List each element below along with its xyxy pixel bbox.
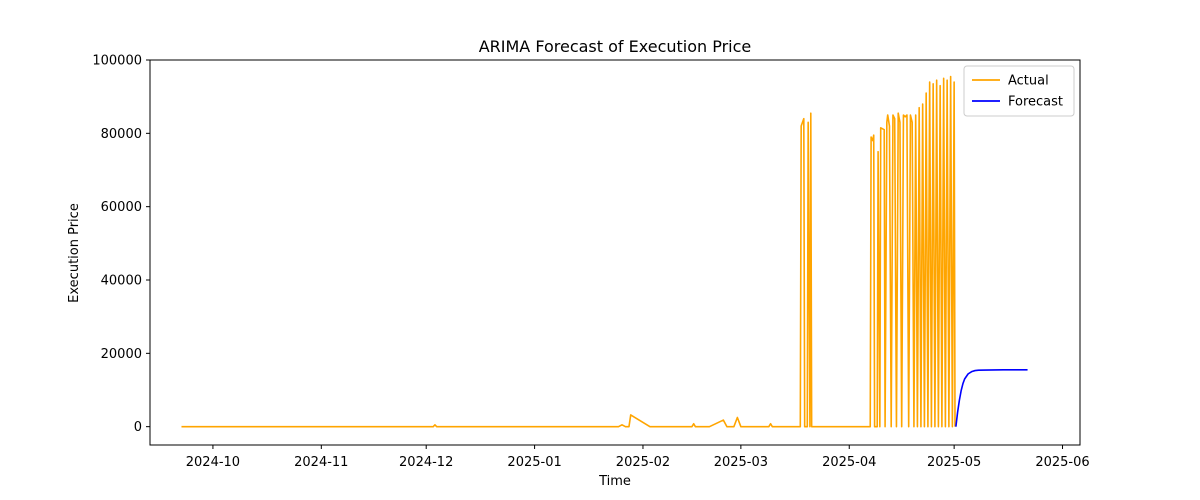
y-axis-label: Execution Price	[67, 203, 82, 303]
legend-box	[963, 65, 1075, 117]
x-tick-label: 2025-06	[1035, 455, 1089, 470]
legend: Actual Forecast	[963, 65, 1075, 117]
x-tick-label: 2025-02	[616, 455, 670, 470]
series-line-forecast	[955, 369, 1028, 427]
x-axis-label: Time	[598, 474, 631, 489]
legend-label-forecast: Forecast	[1008, 95, 1063, 110]
plot-frame	[149, 59, 1081, 446]
x-tick-label: 2024-10	[186, 455, 240, 470]
y-axis: 0 20000 40000 60000 80000 100000	[92, 54, 150, 435]
y-tick-label: 40000	[101, 274, 142, 289]
x-tick-label: 2025-03	[714, 455, 768, 470]
x-tick-label: 2024-11	[294, 455, 348, 470]
series-layer	[181, 75, 1028, 428]
y-tick-label: 100000	[92, 54, 142, 69]
series-line-actual	[181, 75, 956, 428]
x-tick-label: 2025-05	[927, 455, 981, 470]
x-tick-label: 2025-04	[822, 455, 876, 470]
y-tick-label: 0	[134, 420, 142, 435]
y-tick-label: 80000	[101, 127, 142, 142]
y-tick-label: 60000	[101, 200, 142, 215]
x-axis: 2024-10 2024-11 2024-12 2025-01 2025-02 2025-…	[186, 445, 1090, 470]
chart-title: ARIMA Forecast of Execution Price	[479, 37, 752, 56]
x-tick-label: 2024-12	[399, 455, 453, 470]
y-tick-label: 20000	[101, 347, 142, 362]
x-tick-label: 2025-01	[507, 455, 561, 470]
legend-label-actual: Actual	[1008, 74, 1049, 89]
